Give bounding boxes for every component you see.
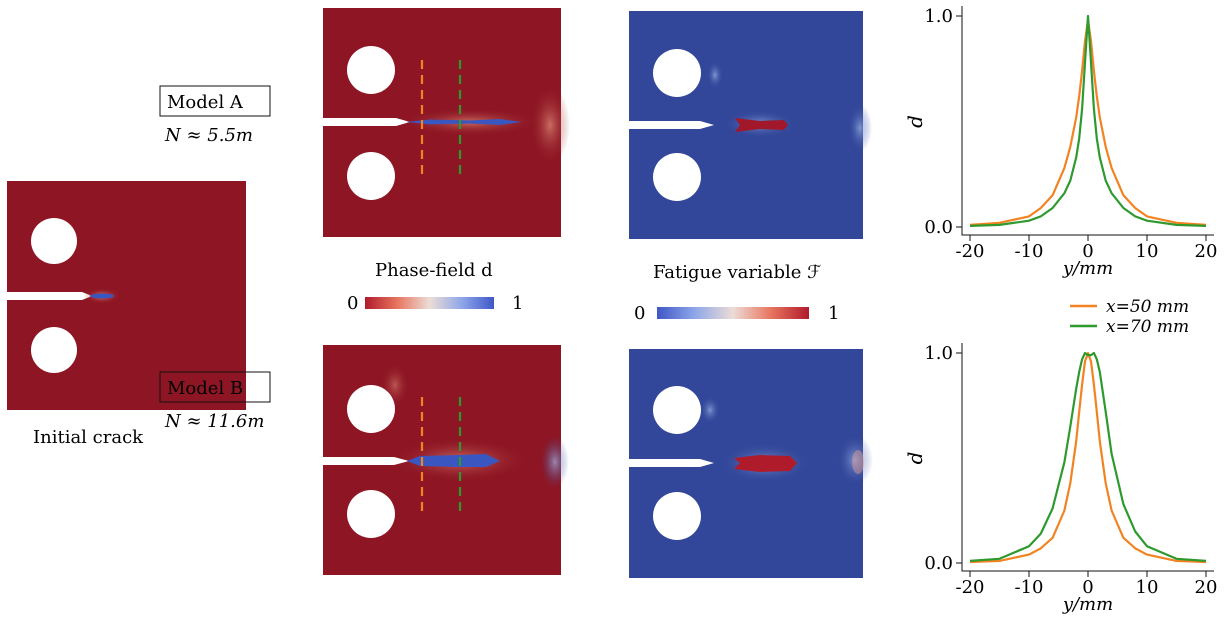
y-tick-label: 1.0 [924,6,953,27]
initial-caption: Initial crack [33,427,144,448]
model-b-phase-crack [407,454,500,467]
chart-axes [961,6,1214,236]
x-axis-label: y/mm [1062,594,1113,615]
model-b-fatigue-field [629,349,873,578]
notch [7,292,92,300]
phase-colorbar-max: 1 [512,293,523,314]
initial-crack [90,293,114,299]
model-b-box [159,371,271,403]
series-line-x70 [969,351,1207,562]
x-tick-label: 10 [1136,577,1159,598]
model-b-fatigue-zone [734,455,797,472]
hole-top [31,218,77,264]
fatigue-colorbar-max: 1 [828,303,839,324]
model-a-label: Model A [167,92,244,113]
model-a-cycles: N ≈ 5.5m [164,125,253,146]
x-tick-label: -10 [1015,241,1044,262]
chart-axes [961,343,1214,572]
x-tick-label: -10 [1015,577,1044,598]
series-line-x50 [969,19,1207,226]
fatigue-colorbar-title: Fatigue variable ℱ [653,262,821,283]
series-line-x70 [969,14,1207,227]
hole-bottom [31,327,77,373]
initial-specimen [7,181,246,410]
x-axis-label: y/mm [1062,258,1113,279]
x-tick-label: 20 [1195,241,1218,262]
x-tick-label: 0 [1082,241,1093,262]
y-axis-label: d [903,115,927,128]
model-a-phase-crack [406,119,522,125]
model-b-cycles: N ≈ 11.6m [164,411,264,432]
x-tick-label: 0 [1082,577,1093,598]
y-axis-label: d [903,452,927,465]
model-a-box [159,85,271,117]
phase-colorbar [365,297,494,309]
x-tick-label: -20 [956,241,985,262]
x-tick-label: 20 [1195,577,1218,598]
legend-label-x50: x=50 mm [1106,297,1189,317]
phase-colorbar-min: 0 [347,293,358,314]
legend: x=50 mm x=70 mm [1070,297,1189,337]
model-a-fatigue-zone [735,118,788,132]
series-line-x50 [969,351,1207,564]
phase-colorbar-title: Phase-field d [375,260,493,281]
fatigue-colorbar-min: 0 [634,303,645,324]
x-tick-label: -20 [956,577,985,598]
legend-label-x70: x=70 mm [1106,317,1189,337]
fatigue-colorbar [657,307,809,319]
x-tick-label: 10 [1136,241,1159,262]
y-tick-label: 0.0 [924,217,953,238]
model-b-phase-field [323,345,569,575]
y-tick-label: 0.0 [924,553,953,574]
model-a-phase-field [323,8,570,237]
y-tick-label: 1.0 [924,343,953,364]
model-b-profile-chart: -20 -10 0 10 20 0.0 1.0 y/mm d [903,343,1217,615]
model-a-profile-chart: -20 -10 0 10 20 0.0 1.0 y/mm d [903,6,1217,279]
model-a-fatigue-field [629,11,872,239]
model-b-label: Model B [167,378,243,399]
